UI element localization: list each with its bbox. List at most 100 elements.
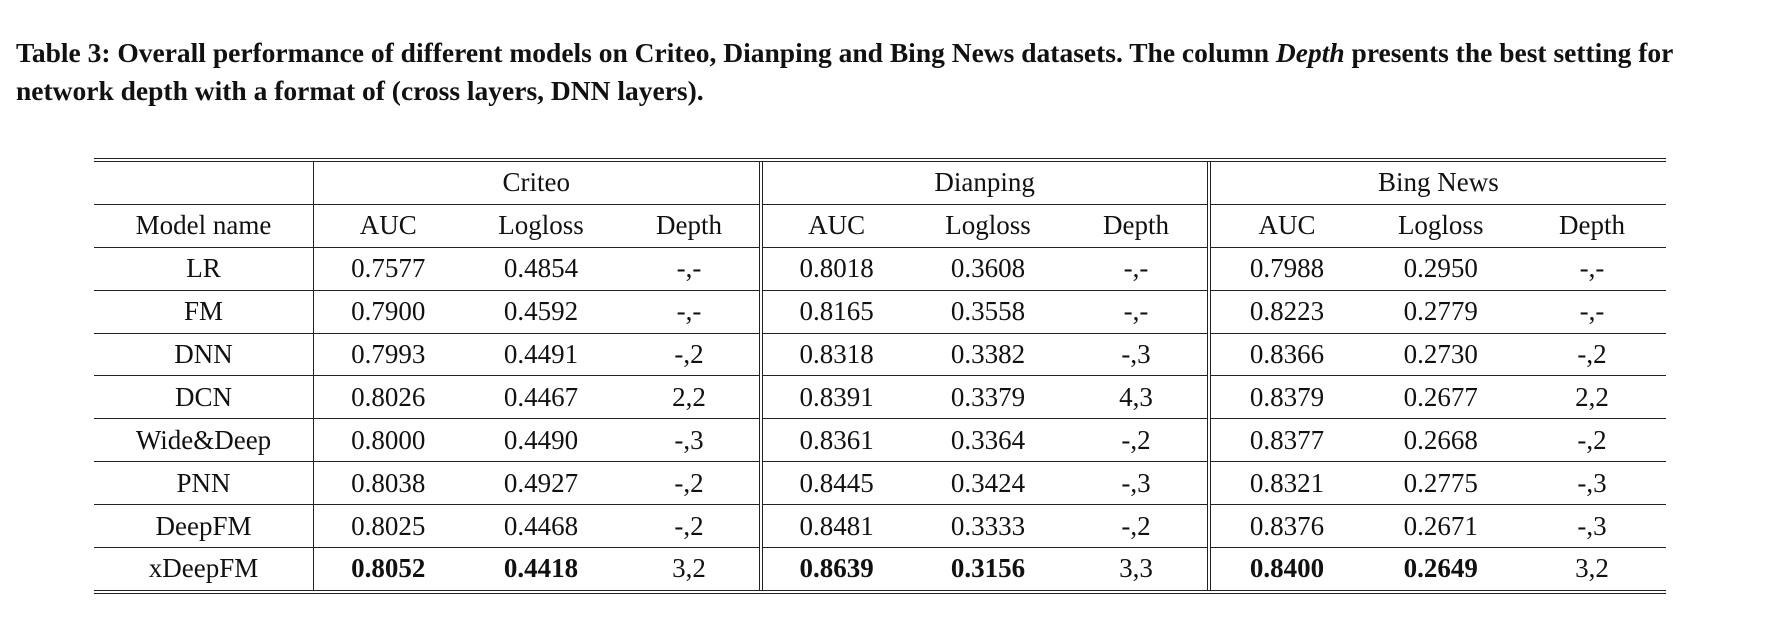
metric-header: Logloss (910, 204, 1066, 248)
model-name-cell: FM (94, 290, 315, 334)
model-name-cell: xDeepFM (94, 547, 315, 590)
value-cell: 0.8318 (760, 333, 911, 377)
value-cell: 0.2671 (1363, 504, 1519, 549)
value-cell: 0.8038 (313, 461, 463, 506)
metric-header-row: Model name AUC Logloss Depth AUC Logloss… (94, 204, 1666, 248)
value-cell: -,- (1065, 290, 1211, 334)
value-cell: -,3 (1065, 461, 1211, 506)
top-rule (94, 158, 1666, 162)
value-cell: 0.2677 (1363, 375, 1519, 420)
value-cell: 0.3424 (910, 461, 1066, 506)
results-table-container: Criteo Dianping Bing News Model name AUC… (94, 158, 1666, 594)
model-name-cell: DeepFM (94, 504, 315, 549)
value-cell: -,3 (1518, 461, 1666, 506)
value-cell: 0.7577 (313, 247, 463, 291)
metric-header: Depth (1065, 204, 1211, 248)
value-cell: 0.4854 (462, 247, 620, 291)
dataset-header-row: Criteo Dianping Bing News (94, 162, 1666, 205)
table-row: DeepFM 0.8025 0.4468 -,2 0.8481 0.3333 -,2 0.83… (94, 504, 1666, 549)
value-cell: 0.4468 (462, 504, 620, 549)
value-cell: 2,2 (619, 375, 763, 420)
value-cell: 0.8018 (760, 247, 911, 291)
table-row: DCN 0.8026 0.4467 2,2 0.8391 0.3379 4,3 0.8379 0… (94, 375, 1666, 420)
model-name-header: Model name (94, 204, 315, 248)
metric-header: AUC (760, 204, 911, 248)
value-cell: -,- (619, 247, 763, 291)
value-cell: 0.3364 (910, 418, 1066, 463)
metric-header: AUC (313, 204, 463, 248)
value-cell: 0.8379 (1208, 375, 1364, 420)
value-cell: 0.8445 (760, 461, 911, 506)
value-cell: -,2 (1518, 333, 1666, 377)
value-cell: -,2 (1065, 504, 1211, 549)
value-cell: -,3 (1065, 333, 1211, 377)
value-cell: -,2 (1065, 418, 1211, 463)
value-cell: -,3 (1518, 504, 1666, 549)
results-table: Criteo Dianping Bing News Model name AUC… (94, 162, 1666, 590)
value-cell: 0.7988 (1208, 247, 1364, 291)
dataset-header-criteo: Criteo (313, 162, 763, 205)
value-cell: 0.3156 (950, 553, 1026, 584)
value-cell: -,2 (619, 461, 763, 506)
value-cell: 2,2 (1518, 375, 1666, 420)
value-cell: 0.8639 (799, 553, 874, 584)
model-name-cell: LR (94, 247, 315, 291)
value-cell: 0.3379 (910, 375, 1066, 420)
caption-italic-term: Depth (1275, 37, 1345, 68)
table-caption: Table 3: Overall performance of differen… (16, 34, 1766, 110)
value-cell: 0.8223 (1208, 290, 1364, 334)
value-cell: 0.7900 (313, 290, 463, 334)
model-name-cell: DNN (94, 333, 315, 377)
value-cell: 0.4927 (462, 461, 620, 506)
table-row: Wide&Deep 0.8000 0.4490 -,3 0.8361 0.3364 -,2 0… (94, 418, 1666, 463)
value-cell: 0.3558 (910, 290, 1066, 334)
value-cell: 0.8400 (1249, 553, 1325, 584)
value-cell: 0.8481 (760, 504, 911, 549)
value-cell: 0.8377 (1208, 418, 1364, 463)
table-row: LR 0.7577 0.4854 -,- 0.8018 0.3608 -,- 0.7988 0.… (94, 247, 1666, 291)
value-cell: 0.8052 (351, 553, 426, 584)
value-cell: 0.8165 (760, 290, 911, 334)
value-cell: 0.8376 (1208, 504, 1364, 549)
value-cell: -,- (619, 290, 763, 334)
bottom-rule (94, 589, 1666, 594)
value-cell: 0.4418 (503, 553, 579, 584)
table-row: DNN 0.7993 0.4491 -,2 0.8318 0.3382 -,3 0.8366 0… (94, 333, 1666, 377)
caption-text-2: presents the best setting for network de… (16, 37, 1673, 106)
value-cell: 0.3333 (910, 504, 1066, 549)
value-cell: 0.8000 (313, 418, 463, 463)
caption-text-1: Table 3: Overall performance of differen… (16, 37, 1276, 68)
value-cell: 0.2649 (1403, 553, 1478, 584)
value-cell: 0.8361 (760, 418, 911, 463)
value-cell: 3,2 (619, 547, 763, 590)
value-cell: -,2 (1518, 418, 1666, 463)
table-body: LR 0.7577 0.4854 -,- 0.8018 0.3608 -,- 0.7988 0.… (94, 247, 1666, 590)
metric-header: Logloss (1363, 204, 1519, 248)
table-row: FM 0.7900 0.4592 -,- 0.8165 0.3558 -,- 0.8223 0.… (94, 290, 1666, 334)
value-cell: 3,2 (1575, 553, 1609, 584)
value-cell: -,2 (619, 504, 763, 549)
value-cell: 4,3 (1065, 375, 1211, 420)
dataset-header-bing-news: Bing News (1208, 162, 1666, 205)
empty-header-cell (94, 162, 315, 205)
value-cell: 0.8321 (1208, 461, 1364, 506)
value-cell: 0.4592 (462, 290, 620, 334)
value-cell: 0.2668 (1363, 418, 1519, 463)
value-cell: 0.3608 (910, 247, 1066, 291)
value-cell: 0.2775 (1363, 461, 1519, 506)
value-cell: 0.7993 (313, 333, 463, 377)
value-cell: -,3 (619, 418, 763, 463)
value-cell: 0.2950 (1363, 247, 1519, 291)
table-row: PNN 0.8038 0.4927 -,2 0.8445 0.3424 -,3 0.8321 0… (94, 461, 1666, 506)
value-cell: -,2 (619, 333, 763, 377)
model-name-cell: DCN (94, 375, 315, 420)
model-name-cell: PNN (94, 461, 315, 506)
value-cell: 0.2730 (1363, 333, 1519, 377)
value-cell: 0.8391 (760, 375, 911, 420)
metric-header: AUC (1208, 204, 1364, 248)
value-cell: 0.4467 (462, 375, 620, 420)
metric-header: Depth (1518, 204, 1666, 248)
metric-header: Depth (619, 204, 763, 248)
value-cell: 0.8025 (313, 504, 463, 549)
value-cell: 0.8366 (1208, 333, 1364, 377)
